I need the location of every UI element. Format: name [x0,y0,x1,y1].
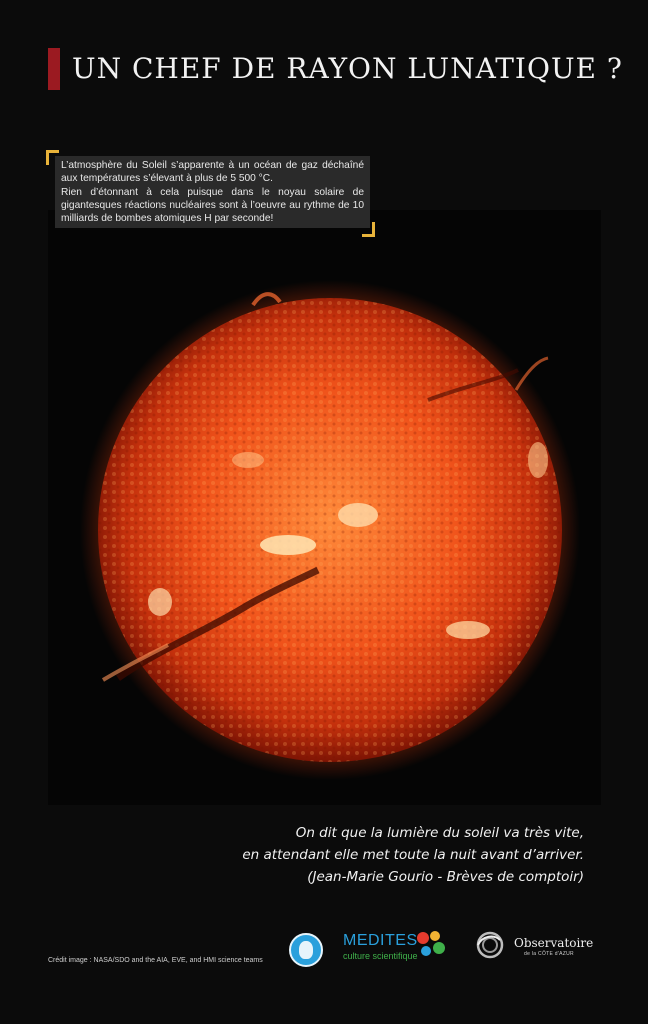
medites-name: MEDITES [343,932,418,949]
callout-bracket-bottom-right [362,222,375,237]
quote-line-2: en attendant elle met toute la nuit avan… [242,847,584,863]
quote-attribution: (Jean-Marie Gourio - Brèves de comptoir) [307,869,584,885]
image-credit: Crédit image : NASA/SDO and the AIA, EVE… [48,957,263,964]
callout-paragraph-2: Rien d’étonnant à cela puisque dans le n… [61,186,364,225]
quote-line-1: On dit que la lumière du soleil va très … [295,825,584,841]
medites-dots-icon [417,931,445,956]
page-title: UN CHEF DE RAYON LUNATIQUE ? [72,52,623,85]
callout-paragraph-1: L’atmosphère du Soleil s’apparente à un … [61,160,364,185]
medites-logo: MEDITES culture scientifique [343,931,445,962]
quote-block: On dit que la lumière du soleil va très … [242,822,584,888]
observatoire-swirl-icon [476,931,504,959]
observatoire-subtitle: de la CÔTE d'AZUR [524,951,574,957]
observatoire-logo: Observatoire de la CÔTE d'AZUR [472,930,593,965]
sun-photo [48,210,601,805]
partner-round-logo [289,933,323,967]
observatoire-name: Observatoire [514,936,594,950]
callout-box: L’atmosphère du Soleil s’apparente à un … [55,156,370,229]
callout-bracket-top-left [46,150,59,165]
medites-tagline: culture scientifique [343,951,418,961]
sun-image [80,280,580,780]
title-accent-bar [48,48,60,90]
